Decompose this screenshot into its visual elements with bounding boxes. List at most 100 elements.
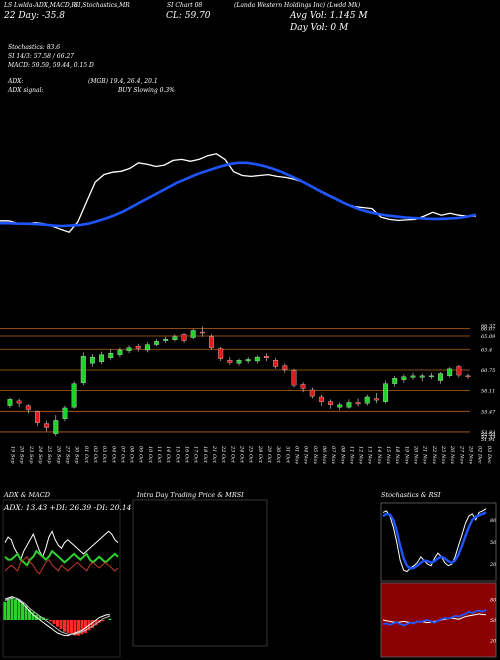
macd-bar [101,620,105,622]
date-label: 23 Oct [229,445,235,464]
adx-signal-text: ADX signal: [8,87,44,94]
adx-series-line [4,555,119,575]
date-label: 27 Nov [458,445,464,464]
price-tick-label: 51.91 [481,437,495,443]
macd-bar [24,605,28,620]
macd-line [4,597,111,635]
macd-bar [91,620,94,628]
candle-body [392,378,398,384]
macd-bar [28,609,31,620]
date-label: 13 Nov [367,446,373,464]
date-label: 11 Oct [156,446,162,464]
candle-body [154,341,160,345]
moving-average-line [0,161,477,228]
macd-bar [45,618,49,620]
stoch-tick-label: 80 [490,518,497,524]
header-line1d: (Landa Western Holdings Inc) (Lwdd Mk) [234,2,361,9]
candle-body [245,359,251,362]
date-label: 25 Oct [248,445,254,464]
candle-body [438,373,443,381]
candle-body [227,360,233,363]
date-label: 21 Oct [211,445,217,464]
date-label: 17 Oct [193,446,199,464]
candle-body [337,404,343,408]
date-label: 23 Sep [28,445,34,464]
intraday-panel [132,499,268,647]
date-label: 31 Oct [284,446,290,464]
macd-bar [77,620,80,636]
rsi-tick-label: 50 [490,618,497,624]
candle-body [273,360,279,367]
macd-bar [17,600,21,620]
macd-bar [94,620,98,626]
date-label: 06 Nov [321,446,327,464]
candle-body [264,356,269,359]
date-label: 02 Dec [477,446,483,464]
rsi-tick-label: 20 [489,638,497,644]
macd-bar [73,620,77,636]
date-label: 28 Oct [257,445,263,464]
macd-bar [52,620,56,624]
adx-text: ADX: [8,78,24,85]
candle-body [163,338,169,341]
macd-bar [59,620,63,630]
candle-body [16,400,22,404]
candle-body [282,365,288,370]
macd-bar [7,599,10,620]
day-volume: Day Vol: 0 M [290,23,349,33]
candle-body [126,347,132,351]
date-label: 30 Oct [275,446,281,464]
date-label: 05 Nov [312,446,318,464]
date-label: 19 Sep [10,446,16,464]
candle-body [300,384,306,389]
date-label: 18 Nov [394,446,400,464]
date-label: 15 Oct [174,446,180,464]
candle-body [144,344,150,351]
candle-body [364,396,370,404]
price-tick-label: 52.83 [481,430,495,436]
date-label: 30 Sep [74,446,80,464]
macd-line [4,596,110,637]
date-label: 27 Sep [64,445,70,464]
candle-body [218,348,224,359]
macd-bar [56,620,59,627]
candle-body [291,370,297,386]
date-label: 25 Sep [46,445,52,464]
candle-body [181,334,187,341]
date-label: 18 Oct [202,446,208,464]
macd-text: MACD: 59.59, 59.44, 0.15 D [8,62,94,69]
price-tick-label: 55.47 [481,409,496,415]
stoch-tick-label: 20 [489,562,497,568]
candle-body [419,375,425,378]
date-label: 14 Nov [376,446,382,464]
date-label: 26 Sep [55,445,61,464]
rsi-line [382,609,487,627]
date-label: 16 Oct [184,446,190,464]
candle-body [199,331,205,334]
price-tick-label: 66.07 [481,326,496,332]
date-label: 14 Oct [165,446,171,464]
candle-body [62,407,68,420]
buy-signal: BUY Slowing 0.3% [118,87,175,94]
candle-body [190,330,196,338]
date-label: 08 Nov [339,446,345,464]
candle-body [44,423,50,428]
price-tick-label: 63.4 [481,347,492,353]
date-label: 24 Oct [239,445,245,464]
candle-body [35,411,40,423]
date-label: 09 Oct [138,446,144,464]
price-tick-label: 52.53 [481,432,495,438]
candle-body [99,354,105,362]
date-label: 22 Nov [431,445,437,464]
stoch-values: SI 14/3: 57.58 / 66.27 [8,53,74,60]
candle-body [328,401,334,405]
macd-bar [21,603,24,620]
candle-body [53,420,59,434]
adx-values-label: ADX: 13.43 +DI: 26.39 -DI: 20.14 [4,503,132,512]
date-label: 25 Nov [440,445,446,464]
date-label: 04 Oct [110,446,116,464]
date-label: 20 Sep [19,445,25,464]
candle-body [89,356,95,364]
candle-body [236,360,242,364]
candle-body [456,366,462,376]
